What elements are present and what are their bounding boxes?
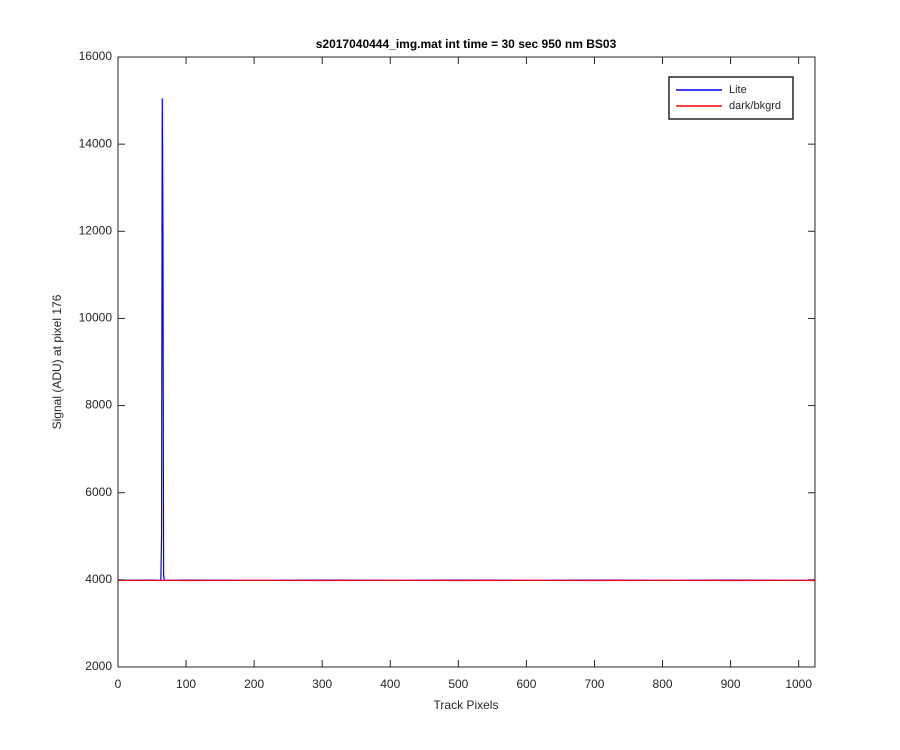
x-tick-label: 100 — [176, 677, 196, 691]
x-tick-label: 700 — [584, 677, 604, 691]
x-axis-label: Track Pixels — [434, 698, 499, 712]
x-tick-label: 300 — [312, 677, 332, 691]
y-tick-label: 14000 — [79, 136, 113, 150]
x-tick-label: 800 — [653, 677, 673, 691]
x-tick-label: 0 — [115, 677, 122, 691]
x-tick-label: 400 — [380, 677, 400, 691]
x-tick-label: 200 — [244, 677, 264, 691]
legend-label: dark/bkgrd — [729, 100, 781, 112]
y-tick-label: 8000 — [85, 398, 112, 412]
y-tick-label: 12000 — [79, 223, 113, 237]
legend-box — [668, 76, 794, 120]
y-tick-label: 16000 — [79, 49, 113, 63]
y-tick-label: 6000 — [85, 485, 112, 499]
axes-box — [117, 56, 816, 668]
y-tick-label: 10000 — [79, 311, 113, 325]
x-tick-label: 600 — [516, 677, 536, 691]
y-tick-label: 4000 — [85, 572, 112, 586]
chart-title: s2017040444_img.mat int time = 30 sec 95… — [316, 37, 617, 51]
x-tick-label: 1000 — [785, 677, 812, 691]
y-tick-label: 2000 — [85, 659, 112, 673]
x-tick-label: 500 — [448, 677, 468, 691]
y-axis-label: Signal (ADU) at pixel 176 — [50, 294, 64, 429]
x-tick-label: 900 — [721, 677, 741, 691]
legend-label: Lite — [729, 84, 747, 96]
